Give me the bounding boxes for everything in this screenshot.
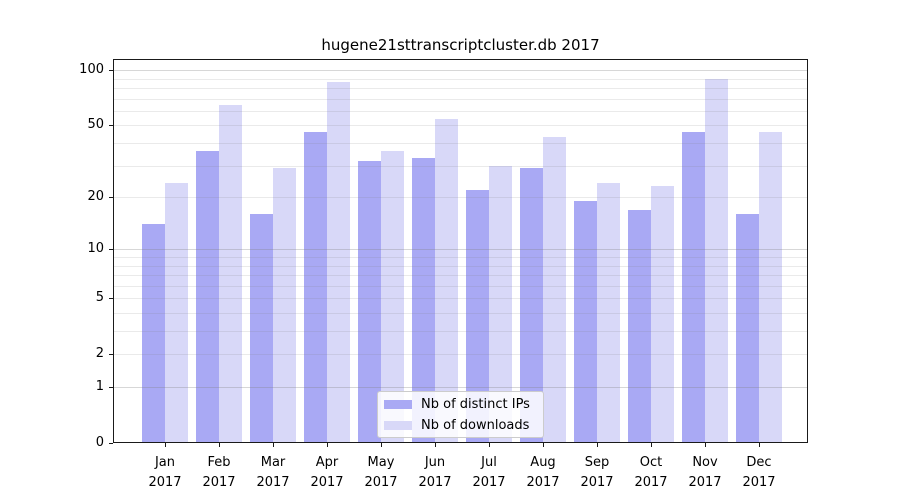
gridline-50 (113, 125, 808, 126)
bar-distinct-ips-apr (304, 132, 327, 443)
bar-distinct-ips-feb (196, 151, 219, 443)
legend-item-distinct-ips: Nb of distinct IPs (384, 395, 543, 414)
x-tick-feb (219, 443, 220, 447)
bar-downloads-jun (435, 119, 458, 443)
x-tick-aug (543, 443, 544, 447)
x-tick-nov (705, 443, 706, 447)
bar-downloads-jan (165, 183, 188, 443)
x-tick-dec (759, 443, 760, 447)
y-tick-2 (109, 354, 113, 355)
x-tick-oct (651, 443, 652, 447)
y-tick-label-100: 100 (79, 62, 104, 77)
bar-distinct-ips-nov (682, 132, 705, 443)
bar-downloads-sep (597, 183, 620, 443)
bar-distinct-ips-jan (142, 224, 165, 443)
bar-distinct-ips-mar (250, 214, 273, 443)
gridline-2 (113, 354, 808, 355)
x-tick-label-may: May 2017 (364, 455, 398, 490)
y-tick-label-50: 50 (87, 117, 104, 132)
gridline-8 (113, 266, 808, 267)
legend-label-distinct-ips: Nb of distinct IPs (421, 396, 530, 412)
y-tick-5 (109, 298, 113, 299)
gridline-6 (113, 286, 808, 287)
x-tick-jul (489, 443, 490, 447)
y-tick-100 (109, 70, 113, 71)
bar-downloads-jul (489, 166, 512, 443)
legend-label-downloads: Nb of downloads (421, 417, 530, 433)
x-tick-label-feb: Feb 2017 (202, 455, 236, 490)
y-tick-label-20: 20 (87, 189, 104, 204)
bar-downloads-feb (219, 105, 242, 443)
x-tick-apr (327, 443, 328, 447)
gridline-9 (113, 257, 808, 258)
gridline-4 (113, 313, 808, 314)
x-tick-label-jun: Jun 2017 (418, 455, 452, 490)
legend-swatch-distinct-ips (384, 399, 412, 409)
gridline-10 (113, 249, 808, 250)
x-tick-may (381, 443, 382, 447)
y-tick-label-5: 5 (95, 290, 104, 305)
gridline-40 (113, 143, 808, 144)
y-tick-label-0: 0 (95, 435, 104, 450)
x-tick-jan (165, 443, 166, 447)
gridline-70 (113, 99, 808, 100)
y-tick-50 (109, 125, 113, 126)
legend: Nb of distinct IPs Nb of downloads (377, 391, 544, 438)
x-tick-label-sep: Sep 2017 (580, 455, 614, 490)
x-tick-label-oct: Oct 2017 (634, 455, 668, 490)
gridline-60 (113, 111, 808, 112)
bar-downloads-oct (651, 186, 674, 443)
y-tick-0 (109, 443, 113, 444)
bar-downloads-aug (543, 137, 566, 443)
gridline-1 (113, 387, 808, 388)
bar-downloads-may (381, 151, 404, 443)
bar-distinct-ips-jun (412, 158, 435, 443)
y-tick-10 (109, 249, 113, 250)
bar-downloads-mar (273, 168, 296, 443)
x-tick-sep (597, 443, 598, 447)
x-tick-label-jan: Jan 2017 (148, 455, 182, 490)
x-tick-label-nov: Nov 2017 (688, 455, 722, 490)
gridline-3 (113, 331, 808, 332)
bar-distinct-ips-dec (736, 214, 759, 443)
bar-distinct-ips-oct (628, 210, 651, 443)
gridline-5 (113, 298, 808, 299)
gridline-90 (113, 79, 808, 80)
plot-area (113, 59, 808, 443)
gridline-20 (113, 197, 808, 198)
gridline-30 (113, 166, 808, 167)
x-tick-mar (273, 443, 274, 447)
legend-swatch-downloads (384, 420, 412, 430)
bar-downloads-apr (327, 82, 350, 443)
y-tick-20 (109, 197, 113, 198)
x-tick-label-jul: Jul 2017 (472, 455, 506, 490)
legend-item-downloads: Nb of downloads (384, 416, 543, 435)
bar-downloads-dec (759, 132, 782, 443)
x-tick-jun (435, 443, 436, 447)
y-tick-label-1: 1 (95, 379, 104, 394)
gridline-80 (113, 88, 808, 89)
y-tick-label-10: 10 (87, 241, 104, 256)
x-tick-label-apr: Apr 2017 (310, 455, 344, 490)
gridline-7 (113, 275, 808, 276)
bar-distinct-ips-aug (520, 168, 543, 443)
chart-title: hugene21sttranscriptcluster.db 2017 (321, 36, 600, 54)
x-tick-label-dec: Dec 2017 (742, 455, 776, 490)
bar-distinct-ips-sep (574, 201, 597, 443)
y-tick-1 (109, 387, 113, 388)
bar-distinct-ips-jul (466, 190, 489, 443)
x-tick-label-aug: Aug 2017 (526, 455, 560, 490)
bar-distinct-ips-may (358, 161, 381, 443)
x-tick-label-mar: Mar 2017 (256, 455, 290, 490)
gridline-100 (113, 70, 808, 71)
y-tick-label-2: 2 (95, 346, 104, 361)
bar-downloads-nov (705, 79, 728, 443)
